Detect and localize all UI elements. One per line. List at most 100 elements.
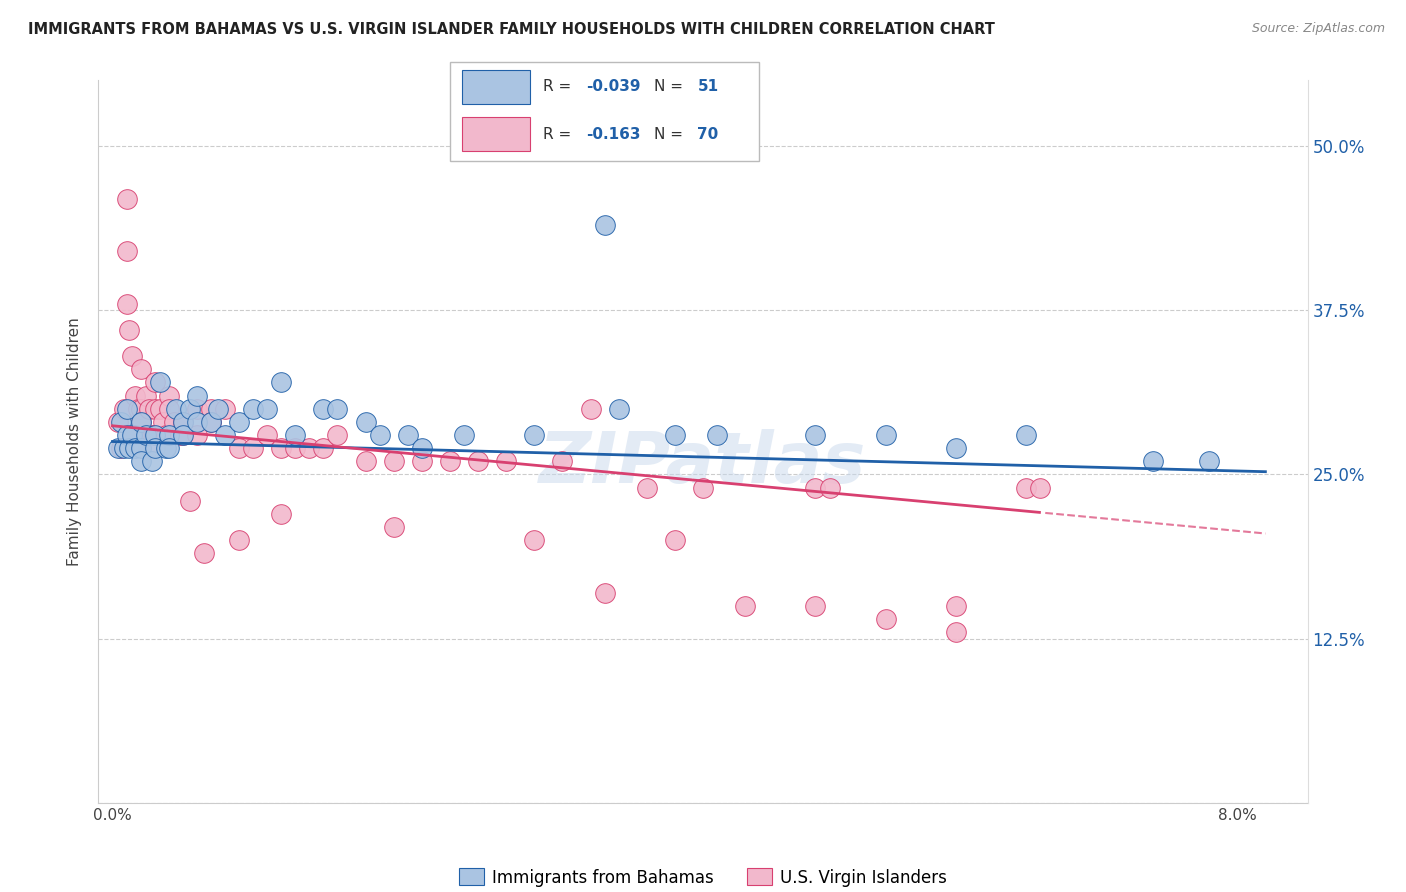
Point [169, 428, 191, 442]
Point [396, 428, 419, 442]
Point [439, 454, 461, 468]
Point [256, 401, 278, 416]
Text: Source: ZipAtlas.com: Source: ZipAtlas.com [1251, 22, 1385, 36]
Point [945, 625, 967, 640]
Point [945, 599, 967, 613]
Point [523, 428, 546, 442]
Point [382, 520, 405, 534]
Point [129, 454, 152, 468]
Text: 51: 51 [697, 79, 718, 95]
Point [354, 415, 377, 429]
Point [149, 401, 172, 416]
Point [664, 533, 686, 547]
Point [270, 441, 292, 455]
Point [706, 428, 728, 442]
Point [200, 401, 222, 416]
Point [636, 481, 658, 495]
Point [804, 481, 827, 495]
Point [121, 428, 143, 442]
Point [1015, 428, 1038, 442]
Point [228, 441, 250, 455]
Point [1029, 481, 1052, 495]
Point [129, 415, 152, 429]
Point [214, 428, 236, 442]
Point [129, 441, 152, 455]
Point [157, 388, 180, 402]
Point [818, 481, 841, 495]
Point [368, 428, 391, 442]
Point [664, 428, 686, 442]
FancyBboxPatch shape [463, 70, 530, 103]
Point [136, 441, 159, 455]
Point [734, 599, 756, 613]
Point [107, 441, 129, 455]
Point [875, 612, 897, 626]
Point [593, 218, 616, 232]
Point [141, 428, 163, 442]
Point [453, 428, 475, 442]
Point [121, 349, 143, 363]
Point [214, 401, 236, 416]
Point [551, 454, 574, 468]
Point [284, 428, 307, 442]
Text: IMMIGRANTS FROM BAHAMAS VS U.S. VIRGIN ISLANDER FAMILY HOUSEHOLDS WITH CHILDREN : IMMIGRANTS FROM BAHAMAS VS U.S. VIRGIN I… [28, 22, 995, 37]
Point [411, 454, 433, 468]
Point [115, 296, 138, 310]
Point [228, 533, 250, 547]
FancyBboxPatch shape [450, 62, 759, 161]
Point [186, 415, 208, 429]
Point [157, 401, 180, 416]
Point [270, 376, 292, 390]
Point [112, 441, 135, 455]
Point [945, 441, 967, 455]
Point [172, 428, 194, 442]
Point [129, 362, 152, 376]
Point [1198, 454, 1220, 468]
Point [122, 428, 145, 442]
Point [579, 401, 602, 416]
Point [157, 441, 180, 455]
Point [124, 441, 146, 455]
Text: -0.039: -0.039 [586, 79, 641, 95]
Point [207, 401, 229, 416]
Point [115, 192, 138, 206]
Point [804, 599, 827, 613]
Point [110, 415, 132, 429]
Point [152, 415, 174, 429]
Point [593, 585, 616, 599]
Point [127, 401, 149, 416]
Text: ZIPatlas: ZIPatlas [540, 429, 866, 498]
Point [112, 401, 135, 416]
Point [242, 401, 264, 416]
Point [115, 401, 138, 416]
Point [312, 401, 335, 416]
Point [804, 428, 827, 442]
Point [186, 401, 208, 416]
Point [607, 401, 630, 416]
Point [186, 388, 208, 402]
Point [284, 441, 307, 455]
Point [382, 454, 405, 468]
Point [141, 454, 163, 468]
Point [118, 323, 141, 337]
Point [155, 441, 177, 455]
Point [118, 441, 141, 455]
Point [135, 388, 157, 402]
Point [143, 401, 166, 416]
Point [172, 428, 194, 442]
Point [200, 415, 222, 429]
Point [115, 428, 138, 442]
Point [149, 376, 172, 390]
Point [143, 428, 166, 442]
Point [326, 428, 349, 442]
Point [124, 388, 146, 402]
Y-axis label: Family Households with Children: Family Households with Children [67, 318, 83, 566]
Point [163, 415, 186, 429]
Point [298, 441, 321, 455]
Text: -0.163: -0.163 [586, 127, 641, 142]
Point [523, 533, 546, 547]
Point [143, 376, 166, 390]
Text: 70: 70 [697, 127, 718, 142]
Point [467, 454, 489, 468]
Point [193, 546, 215, 560]
